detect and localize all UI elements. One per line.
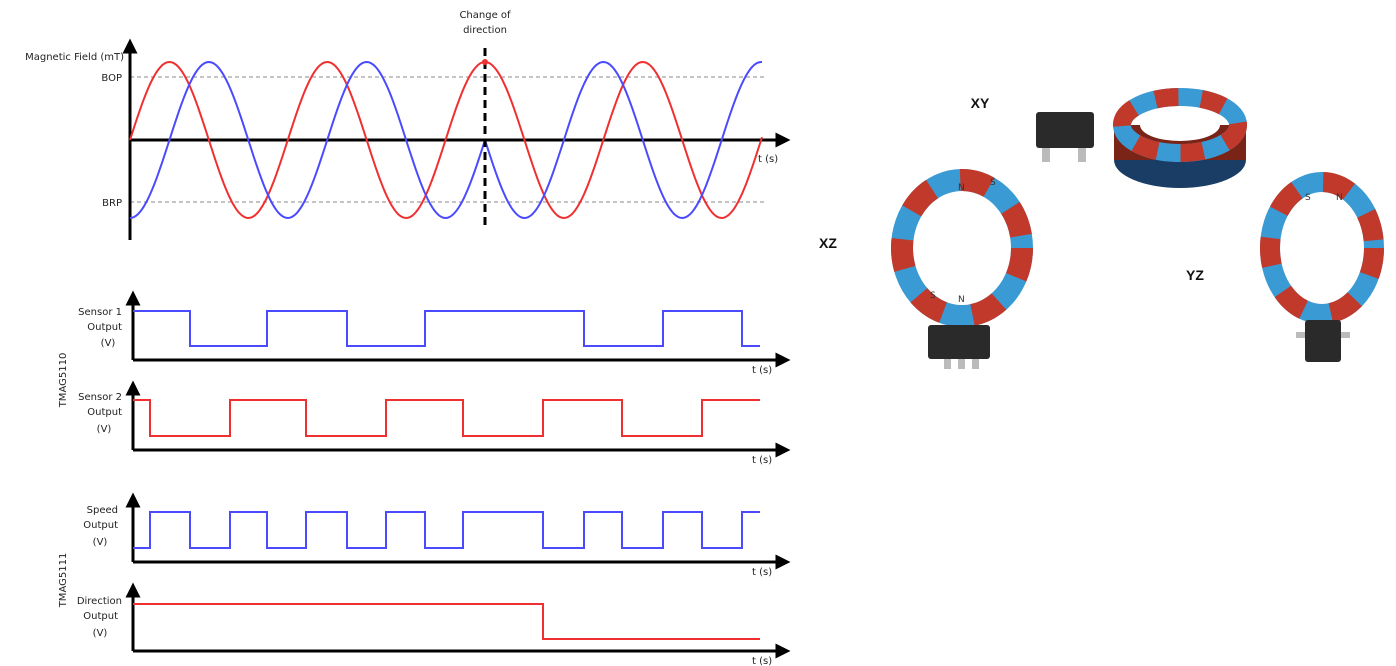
chip-pin	[944, 359, 951, 369]
sensor-1-wave	[133, 311, 760, 346]
chip-pin	[1078, 148, 1086, 162]
panel-label: Output	[83, 611, 118, 622]
orientation-label: XY	[971, 95, 990, 111]
speed-wave	[133, 512, 760, 548]
panel-label: Output	[87, 407, 122, 418]
panel-label: Output	[87, 322, 122, 333]
sensor-1-panel: Sensor 1 Output (V) t (s)	[78, 298, 783, 376]
panel-label: (V)	[97, 424, 112, 435]
chip-pin	[972, 359, 979, 369]
panel-label: Output	[83, 520, 118, 531]
pole-label: S	[990, 178, 996, 188]
direction-wave	[133, 604, 760, 639]
time-label: t (s)	[752, 567, 772, 578]
page: Change of direction Magnetic Field (mT) …	[0, 0, 1396, 666]
group-label: TMAG5111	[58, 553, 69, 609]
chip-pin	[958, 359, 965, 369]
annotation: Change of	[459, 10, 511, 21]
sensor-2-panel: Sensor 2 Output (V) t (s)	[78, 388, 783, 466]
panel-label: (V)	[101, 338, 116, 349]
chip	[928, 325, 990, 359]
direction-panel: Direction Output (V) t (s)	[77, 590, 783, 666]
orientation-label: YZ	[1186, 267, 1204, 283]
time-label: t (s)	[752, 365, 772, 376]
orientation-label: XZ	[819, 235, 837, 251]
panel-label: (V)	[93, 537, 108, 548]
panel-label: Sensor 1	[78, 307, 122, 318]
brp-label: BRP	[102, 198, 122, 209]
time-label: t (s)	[752, 656, 772, 666]
xz-illustration: N S N S XZ	[819, 178, 1022, 369]
pole-label: N	[958, 295, 965, 305]
annotation: direction	[463, 25, 507, 36]
chip	[1305, 320, 1341, 362]
panel-label: Speed	[87, 505, 118, 516]
xy-illustration: XY	[971, 95, 1246, 188]
direction-change-dot	[482, 59, 488, 65]
panel-label: Sensor 2	[78, 392, 122, 403]
bop-label: BOP	[101, 73, 122, 84]
pole-label: N	[958, 183, 965, 193]
panel-label: (V)	[93, 628, 108, 639]
chip-pin	[1296, 332, 1305, 338]
panel-label: Direction	[77, 596, 122, 607]
y-axis-label: Magnetic Field (mT)	[25, 52, 124, 63]
group-label: TMAG5110	[58, 353, 69, 409]
pole-label: N	[1336, 193, 1343, 203]
ring-hole	[1140, 109, 1220, 141]
magnetic-field-plot: Change of direction Magnetic Field (mT) …	[25, 10, 783, 240]
sensor-2-wave	[133, 400, 760, 436]
pole-label: S	[930, 291, 936, 301]
speed-panel: Speed Output (V) t (s)	[83, 500, 783, 578]
time-label: t (s)	[752, 455, 772, 466]
chip-pin	[1042, 148, 1050, 162]
chip	[1036, 112, 1094, 148]
yz-illustration: S N YZ	[1186, 182, 1374, 362]
time-label: t (s)	[758, 154, 778, 165]
chip-pin	[1341, 332, 1350, 338]
pole-label: S	[1305, 193, 1311, 203]
